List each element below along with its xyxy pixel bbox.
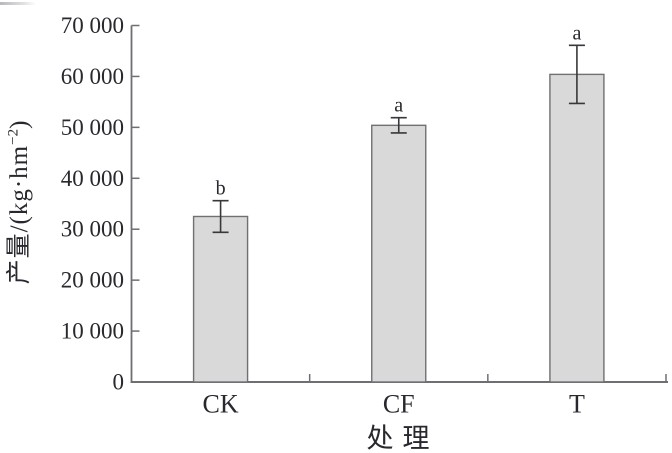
y-axis-title-close-paren: )	[6, 119, 33, 129]
y-tick-label: 20 000	[61, 268, 124, 293]
y-tick-label: 0	[113, 370, 125, 395]
y-tick-label: 30 000	[61, 217, 124, 242]
y-tick-label: 40 000	[61, 166, 124, 191]
sig-letter: a	[394, 95, 403, 117]
x-category-label: CK	[203, 390, 239, 419]
x-category-label: T	[569, 390, 585, 419]
bar-t	[549, 73, 605, 383]
y-tick-label: 10 000	[61, 319, 124, 344]
y-axis-title: 产量/(kg·hm−2)	[0, 120, 35, 285]
y-tick-label: 70 000	[61, 13, 124, 38]
bar-cf	[371, 124, 427, 383]
y-tick-label: 60 000	[61, 64, 124, 89]
scan-artifact	[0, 2, 36, 5]
bar-ck	[192, 215, 249, 383]
x-category-label: CF	[383, 390, 415, 419]
y-axis-title-text: 产量/(kg·hm	[6, 144, 33, 285]
x-axis-title: 处理	[366, 423, 439, 453]
y-tick-label: 50 000	[61, 115, 124, 140]
sig-letter: a	[572, 22, 581, 44]
sig-letter: b	[216, 178, 226, 200]
y-axis-title-superscript: −2	[5, 128, 22, 145]
